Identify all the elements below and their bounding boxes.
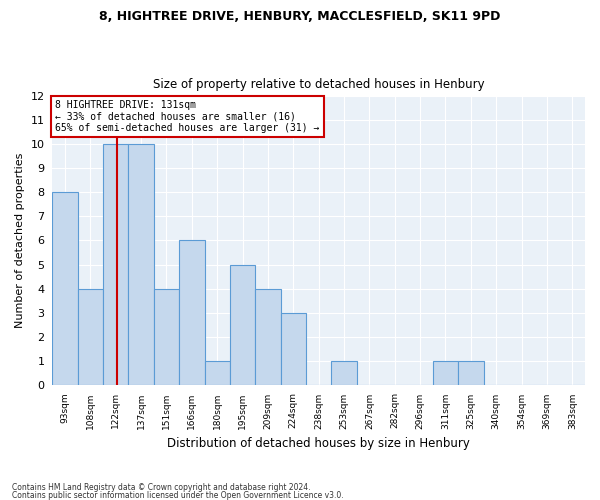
Bar — [77, 288, 103, 384]
Bar — [433, 360, 458, 384]
X-axis label: Distribution of detached houses by size in Henbury: Distribution of detached houses by size … — [167, 437, 470, 450]
Text: 8, HIGHTREE DRIVE, HENBURY, MACCLESFIELD, SK11 9PD: 8, HIGHTREE DRIVE, HENBURY, MACCLESFIELD… — [100, 10, 500, 23]
Bar — [103, 144, 128, 384]
Bar — [205, 360, 230, 384]
Bar — [331, 360, 357, 384]
Bar — [230, 264, 255, 384]
Bar — [154, 288, 179, 384]
Bar — [179, 240, 205, 384]
Text: Contains HM Land Registry data © Crown copyright and database right 2024.: Contains HM Land Registry data © Crown c… — [12, 484, 311, 492]
Bar — [52, 192, 77, 384]
Text: 8 HIGHTREE DRIVE: 131sqm
← 33% of detached houses are smaller (16)
65% of semi-d: 8 HIGHTREE DRIVE: 131sqm ← 33% of detach… — [55, 100, 320, 134]
Bar — [128, 144, 154, 384]
Y-axis label: Number of detached properties: Number of detached properties — [15, 153, 25, 328]
Bar — [281, 312, 306, 384]
Bar — [458, 360, 484, 384]
Title: Size of property relative to detached houses in Henbury: Size of property relative to detached ho… — [153, 78, 484, 91]
Text: Contains public sector information licensed under the Open Government Licence v3: Contains public sector information licen… — [12, 490, 344, 500]
Bar — [255, 288, 281, 384]
